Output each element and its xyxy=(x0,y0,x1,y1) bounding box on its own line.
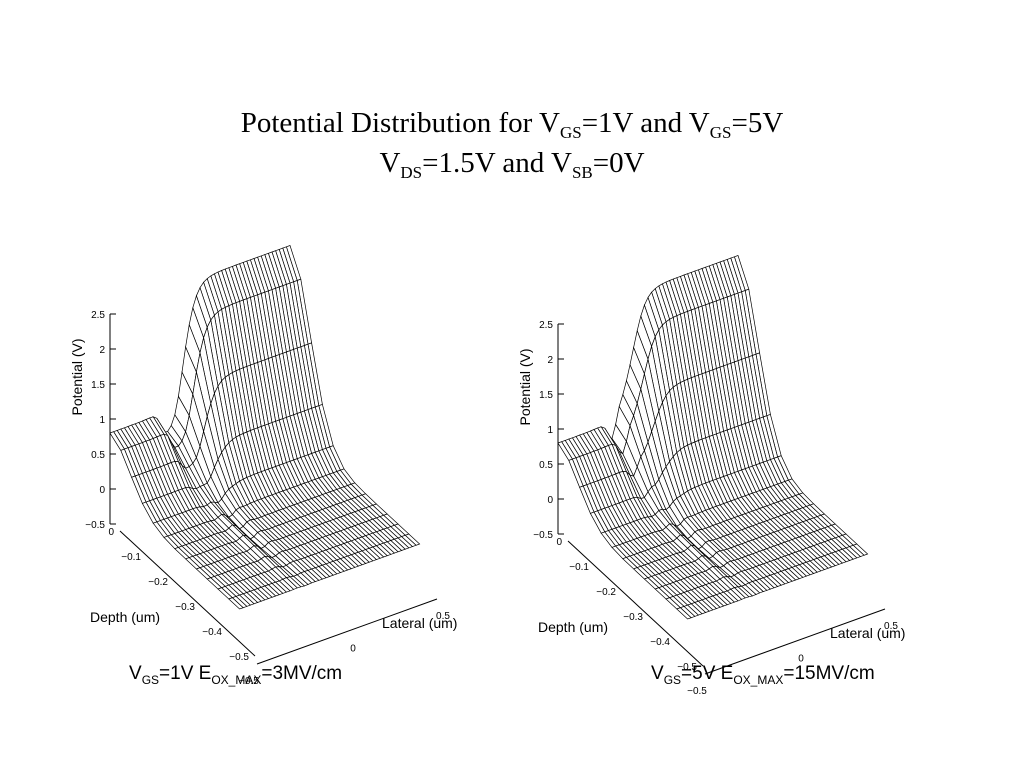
subscript: OX_MAX xyxy=(733,673,784,687)
text-run: V xyxy=(651,663,664,684)
lateral-tick-label: −0.5 xyxy=(239,676,259,687)
text-run: =1.5V and V xyxy=(422,147,572,179)
subscript: SB xyxy=(571,163,593,182)
z-tick-label: 0.5 xyxy=(539,460,553,471)
text-run: =1V and V xyxy=(581,107,710,139)
depth-axis-line xyxy=(119,530,256,657)
subscript: OX_MAX xyxy=(211,673,262,687)
depth-axis-label: Depth (um) xyxy=(538,619,608,635)
lateral-axis-line xyxy=(704,608,886,675)
z-tick-label: −0.5 xyxy=(533,530,553,541)
text-run: V xyxy=(379,147,401,179)
text-run: =1V E xyxy=(159,663,212,684)
text-run: =5V E xyxy=(681,663,734,684)
lateral-axis-label: Lateral (um) xyxy=(830,625,905,641)
lateral-tick-label: 0 xyxy=(798,654,804,665)
caption-right: VGS=5V EOX_MAX=15MV/cm xyxy=(651,662,875,686)
depth-tick-label: −0.2 xyxy=(148,577,168,588)
z-tick-label: 1.5 xyxy=(539,390,553,401)
depth-tick-label: −0.3 xyxy=(175,602,195,613)
surface-cell xyxy=(228,597,244,610)
subscript: DS xyxy=(400,163,423,182)
depth-tick-label: 0 xyxy=(108,527,114,538)
z-tick-label: 0 xyxy=(99,485,105,496)
z-tick-label: −0.5 xyxy=(85,520,105,531)
depth-axis-label: Depth (um) xyxy=(90,609,160,625)
caption-left: VGS=1V EOX_MAX=3MV/cm xyxy=(129,662,342,686)
lateral-tick-label: 0.5 xyxy=(884,621,898,632)
depth-tick-label: −0.4 xyxy=(650,637,670,648)
z-tick-label: 0 xyxy=(547,495,553,506)
subscript: GS xyxy=(709,123,732,142)
z-tick-label: 2.5 xyxy=(91,310,105,321)
text-run: V xyxy=(129,663,142,684)
text-run: =5V xyxy=(731,107,784,139)
z-axis-label: Potential (V) xyxy=(517,348,533,425)
z-tick-label: 1 xyxy=(99,415,105,426)
subscript: GS xyxy=(559,123,582,142)
z-axis-label: Potential (V) xyxy=(69,338,85,415)
subscript: GS xyxy=(663,673,682,687)
depth-tick-label: −0.5 xyxy=(677,662,697,673)
text-run: Potential Distribution for V xyxy=(240,107,560,139)
surface-mesh xyxy=(557,255,869,620)
text-run: =0V xyxy=(592,147,645,179)
surface-mesh xyxy=(109,245,421,610)
slide-title-line2: VDS=1.5V and VSB=0V xyxy=(0,146,1024,182)
lateral-tick-label: 0 xyxy=(350,644,356,655)
subscript: GS xyxy=(141,673,160,687)
depth-tick-label: −0.2 xyxy=(596,587,616,598)
lateral-axis-line xyxy=(256,598,438,665)
depth-tick-label: −0.5 xyxy=(229,652,249,663)
depth-tick-label: −0.1 xyxy=(121,552,141,563)
depth-tick-label: −0.4 xyxy=(202,627,222,638)
depth-tick-label: −0.3 xyxy=(623,612,643,623)
z-tick-label: 0.5 xyxy=(91,450,105,461)
depth-tick-label: −0.1 xyxy=(569,562,589,573)
surface-cell xyxy=(676,607,692,620)
z-tick-label: 1 xyxy=(547,425,553,436)
depth-axis-line xyxy=(567,540,704,667)
slide-title-line1: Potential Distribution for VGS=1V and VG… xyxy=(0,106,1024,142)
z-tick-label: 1.5 xyxy=(91,380,105,391)
lateral-tick-label: 0.5 xyxy=(436,611,450,622)
z-tick-label: 2.5 xyxy=(539,320,553,331)
lateral-axis-label: Lateral (um) xyxy=(382,615,457,631)
z-tick-label: 2 xyxy=(99,345,105,356)
z-tick-label: 2 xyxy=(547,355,553,366)
depth-tick-label: 0 xyxy=(556,537,562,548)
lateral-tick-label: −0.5 xyxy=(687,686,707,697)
text-run: =15MV/cm xyxy=(783,663,875,684)
text-run: =3MV/cm xyxy=(261,663,343,684)
